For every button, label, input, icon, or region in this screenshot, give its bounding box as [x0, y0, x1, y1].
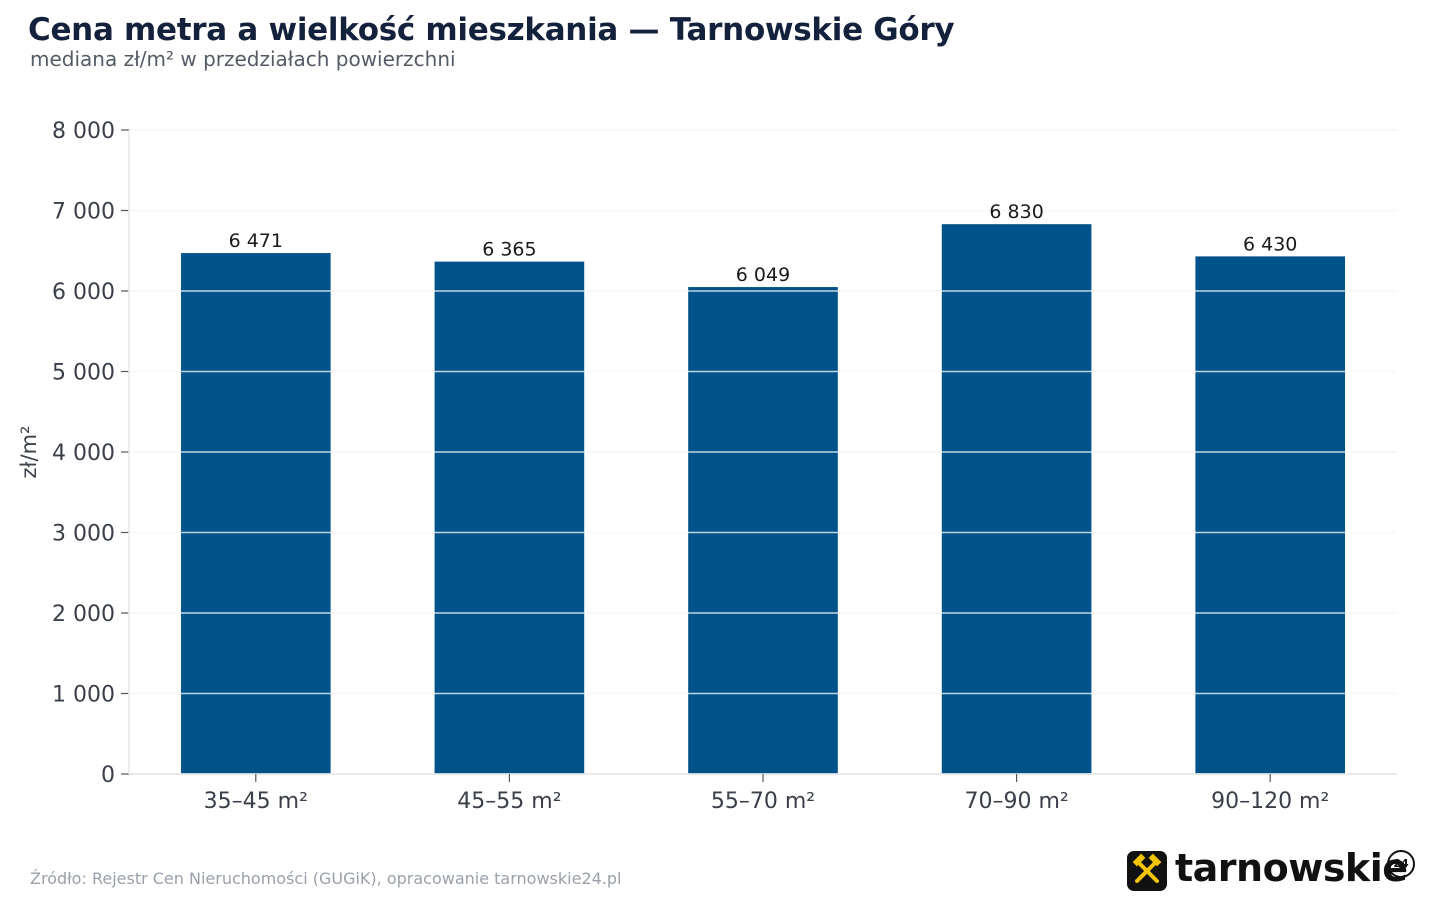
x-tick-label: 90–120 m²	[1211, 789, 1329, 814]
bar	[434, 261, 585, 774]
bars	[180, 224, 1346, 775]
y-tick-label: 3 000	[52, 522, 115, 547]
value-labels: 6 471 6 365 6 049 6 830 6 430	[229, 201, 1298, 286]
bar	[180, 253, 331, 775]
x-tick-label: 35–45 m²	[204, 789, 308, 814]
y-tick-label: 4 000	[52, 441, 115, 466]
y-tick-label: 7 000	[52, 200, 115, 225]
tarnowskie24-logo: tarnowskie 24	[1127, 846, 1417, 896]
bar	[688, 287, 838, 774]
y-tick-label: 8 000	[52, 119, 115, 144]
bar-chart: 0 1 000 2 000 3 000 4 000 5 000 6 000 7 000 8 00…	[17, 119, 1397, 814]
data-label: 6 365	[482, 239, 536, 261]
source-note: Źródło: Rejestr Cen Nieruchomości (GUGiK…	[30, 869, 622, 888]
y-tick-label: 2 000	[52, 602, 115, 627]
crossed-hammers-icon	[1127, 851, 1167, 891]
y-tick-label: 5 000	[52, 361, 115, 386]
chart-title: Cena metra a wielkość mieszkania — Tarno…	[28, 12, 955, 48]
logo-wordmark: tarnowskie	[1175, 846, 1408, 890]
data-label: 6 430	[1243, 233, 1297, 255]
data-label: 6 830	[989, 201, 1043, 223]
y-tick-label: 6 000	[52, 280, 115, 305]
chart-subtitle: mediana zł/m² w przedziałach powierzchni	[30, 47, 456, 71]
grid-overlay	[129, 129, 1397, 775]
axes: 0 1 000 2 000 3 000 4 000 5 000 6 000 7 000 8 00…	[52, 119, 1397, 814]
bar	[1195, 256, 1346, 774]
data-label: 6 049	[736, 264, 790, 286]
y-axis-label: zł/m²	[17, 426, 41, 479]
x-tick-label: 45–55 m²	[457, 789, 561, 814]
logo-24-badge: 24	[1387, 850, 1415, 878]
x-tick-label: 70–90 m²	[964, 789, 1068, 814]
y-tick-label: 1 000	[52, 683, 115, 708]
y-tick-label: 0	[101, 763, 115, 788]
bar	[941, 224, 1092, 774]
x-tick-label: 55–70 m²	[711, 789, 815, 814]
data-label: 6 471	[229, 230, 283, 252]
